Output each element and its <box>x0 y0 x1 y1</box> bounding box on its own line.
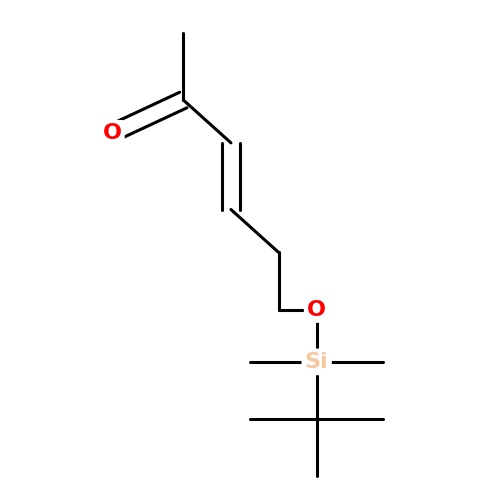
Text: Si: Si <box>305 352 328 372</box>
Text: O: O <box>307 300 326 320</box>
Text: O: O <box>102 124 122 144</box>
